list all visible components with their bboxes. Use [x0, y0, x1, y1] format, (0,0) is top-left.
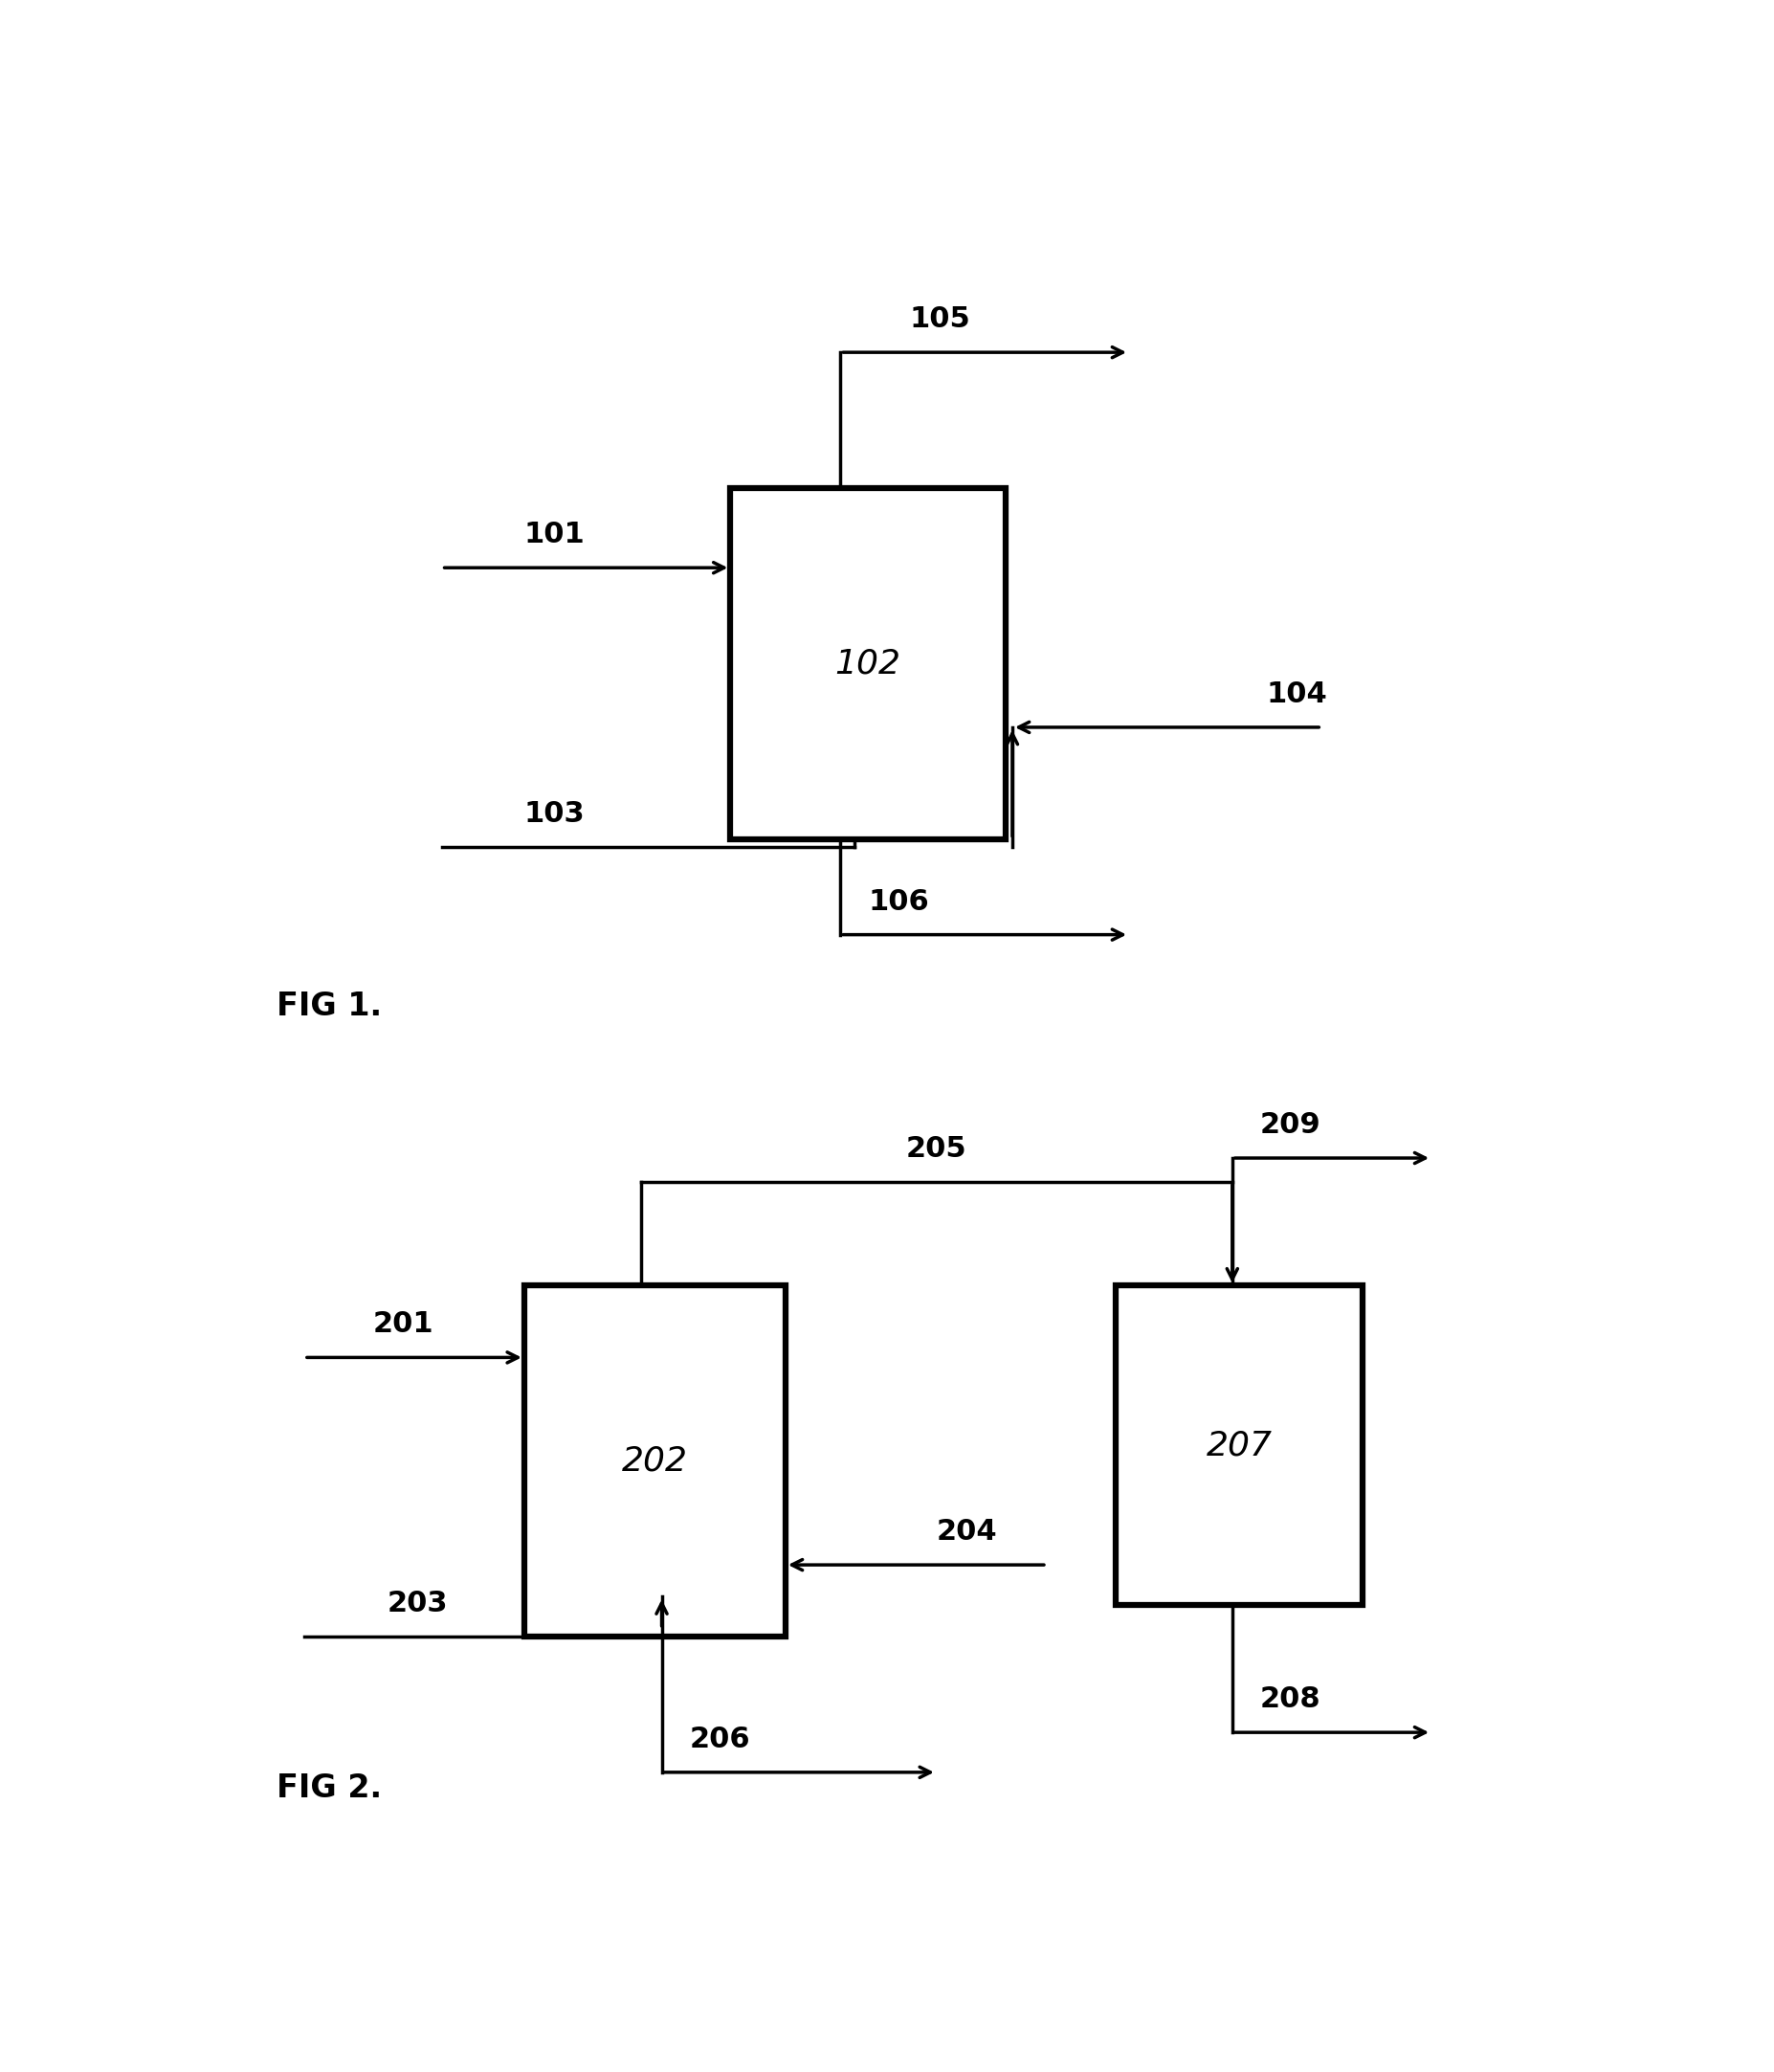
Text: 101: 101 — [525, 520, 585, 549]
Text: 203: 203 — [387, 1589, 447, 1618]
Text: 204: 204 — [937, 1519, 997, 1546]
Text: FIG 1.: FIG 1. — [277, 990, 381, 1021]
Text: 105: 105 — [908, 305, 970, 334]
FancyBboxPatch shape — [731, 489, 1006, 839]
Text: 208: 208 — [1260, 1685, 1320, 1714]
Text: 202: 202 — [623, 1444, 688, 1477]
Text: 103: 103 — [525, 800, 585, 829]
Text: 207: 207 — [1206, 1430, 1272, 1461]
Text: 104: 104 — [1267, 680, 1327, 709]
Text: FIG 2.: FIG 2. — [277, 1774, 381, 1805]
Text: 209: 209 — [1260, 1111, 1322, 1140]
Text: 102: 102 — [836, 646, 901, 680]
Text: 205: 205 — [907, 1135, 967, 1162]
Text: 201: 201 — [373, 1312, 435, 1339]
Text: 206: 206 — [688, 1726, 750, 1753]
FancyBboxPatch shape — [525, 1285, 786, 1637]
Text: 106: 106 — [867, 887, 930, 916]
FancyBboxPatch shape — [1116, 1285, 1362, 1604]
